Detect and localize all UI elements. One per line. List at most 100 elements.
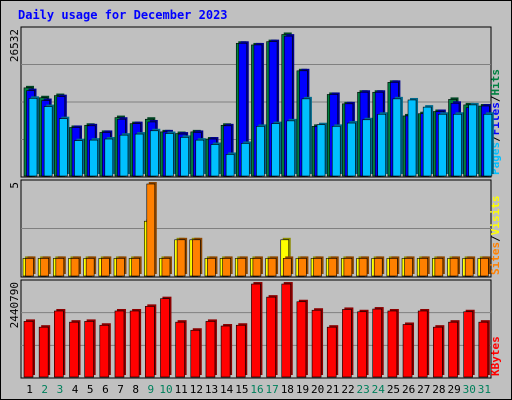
bar-kbytes-kbytes-day-5-face <box>84 321 94 378</box>
bar-requests-pages-day-29-face <box>453 113 462 177</box>
bar-visitors-sites-day-2-face <box>40 258 49 277</box>
bar-kbytes-kbytes-day-1 <box>23 319 35 378</box>
bar-kbytes-kbytes-day-28 <box>433 325 445 378</box>
x-tick-label-12: 12 <box>190 383 203 396</box>
bar-kbytes-kbytes-day-22-face <box>342 309 352 378</box>
x-tick-label-27: 27 <box>417 383 430 396</box>
bar-kbytes-kbytes-day-27-face <box>417 310 428 378</box>
x-tick-label-21: 21 <box>326 383 339 396</box>
bar-visitors-sites-day-7-face <box>116 258 125 277</box>
bar-visitors-sites-day-24-face <box>373 258 383 277</box>
bar-visitors-sites-day-8 <box>131 256 142 277</box>
panel-requests-legend-item: / <box>489 95 502 102</box>
x-tick-label-29: 29 <box>447 383 460 396</box>
bar-kbytes-kbytes-day-26-face <box>402 324 413 378</box>
bar-visitors-sites-day-18-face <box>282 258 292 277</box>
bar-visitors-sites-day-2 <box>40 256 51 277</box>
bar-kbytes-kbytes-day-21-face <box>326 326 337 378</box>
bar-requests-pages-day-29 <box>453 112 464 177</box>
chart-title: Daily usage for December 2023 <box>18 8 228 22</box>
bar-requests-pages-day-23-face <box>362 119 371 177</box>
bar-kbytes-kbytes-day-5 <box>84 319 96 378</box>
bar-requests-pages-day-2-face <box>43 106 53 177</box>
bar-visitors-sites-day-13-face <box>207 258 216 277</box>
bar-requests-pages-day-4-face <box>74 140 83 177</box>
bar-requests-pages-day-2 <box>43 104 55 177</box>
x-tick-label-24: 24 <box>372 383 386 396</box>
bar-requests-pages-day-5-face <box>89 139 98 177</box>
bar-requests-pages-day-26-face <box>407 99 417 177</box>
bar-visitors-sites-day-10 <box>161 256 172 277</box>
bar-visitors-sites-day-4-face <box>70 258 80 277</box>
bar-kbytes-kbytes-day-6-face <box>99 324 110 378</box>
bar-requests-pages-day-28 <box>438 112 449 177</box>
bar-visitors-sites-day-25-face <box>389 258 398 277</box>
panel-requests-legend-item: Hits <box>489 69 502 96</box>
bar-requests-pages-day-1-face <box>28 98 38 177</box>
bar-requests-pages-day-15-face <box>240 143 250 177</box>
bar-requests-pages-day-24 <box>377 112 388 177</box>
bar-requests-pages-day-9 <box>149 128 161 177</box>
bar-requests-pages-day-5 <box>89 138 100 177</box>
bar-kbytes-kbytes-day-1-face <box>23 321 34 378</box>
bar-requests-pages-day-30-face <box>468 104 477 177</box>
bar-requests-pages-day-17-face <box>271 123 280 177</box>
x-tick-label-25: 25 <box>387 383 400 396</box>
bar-kbytes-kbytes-day-13-face <box>205 321 216 378</box>
bar-kbytes-kbytes-day-19-face <box>296 301 307 378</box>
bar-kbytes-kbytes-day-8 <box>129 308 142 378</box>
bar-requests-pages-day-19 <box>301 96 312 177</box>
bar-requests-pages-day-14-face <box>225 154 235 177</box>
panel-kbytes-legend: KBytes <box>489 336 502 376</box>
bar-kbytes-kbytes-day-15 <box>235 323 248 378</box>
panel-requests-legend-item: / <box>489 135 502 142</box>
bar-visitors-sites-day-29-face <box>449 258 459 277</box>
x-tick-label-14: 14 <box>220 383 234 396</box>
bar-requests-pages-day-14 <box>225 152 237 177</box>
bar-kbytes-kbytes-day-25 <box>387 308 399 378</box>
bar-visitors-sites-day-10-face <box>161 258 171 277</box>
bar-kbytes-kbytes-day-26 <box>402 322 415 378</box>
bar-visitors-sites-day-1 <box>25 256 36 277</box>
bar-kbytes-kbytes-day-30-face <box>463 311 473 378</box>
bar-visitors-sites-day-11 <box>176 237 188 277</box>
bar-kbytes-kbytes-day-27 <box>417 308 430 378</box>
bar-requests-pages-day-31-face <box>483 113 493 177</box>
chart-panels: 26532Pages/Files/Hits5Sites/Visits244079… <box>8 26 502 379</box>
bar-kbytes-kbytes-day-24 <box>372 307 384 378</box>
bar-visitors-sites-day-26 <box>404 256 415 277</box>
bar-visitors-sites-day-15 <box>237 256 248 277</box>
bar-requests-pages-day-10 <box>165 131 176 177</box>
bar-visitors-sites-day-30-face <box>464 258 474 277</box>
bar-kbytes-kbytes-day-8-face <box>129 310 140 378</box>
bar-requests-pages-day-20 <box>316 122 328 177</box>
bar-visitors-sites-day-26-face <box>404 258 413 277</box>
bar-requests-pages-day-6-face <box>104 138 114 177</box>
x-tick-label-10: 10 <box>159 383 172 396</box>
bar-visitors-sites-day-22-face <box>343 258 353 277</box>
bar-requests-pages-day-18-face <box>286 120 296 177</box>
bar-requests-pages-day-10-face <box>165 133 174 177</box>
bar-kbytes-kbytes-day-19 <box>296 299 308 378</box>
panel-visitors-max-label: 5 <box>8 182 21 189</box>
bar-kbytes-kbytes-day-18-face <box>281 283 292 378</box>
bar-requests-pages-day-9-face <box>149 130 159 177</box>
bar-visitors-sites-day-22 <box>343 256 354 277</box>
bar-kbytes-kbytes-day-29 <box>448 320 460 378</box>
x-tick-label-8: 8 <box>132 383 139 396</box>
bar-visitors-sites-day-30 <box>464 256 476 277</box>
x-tick-label-16: 16 <box>250 383 263 396</box>
bar-requests-pages-day-25 <box>392 96 403 177</box>
bar-kbytes-kbytes-day-17 <box>266 295 278 378</box>
bar-kbytes-kbytes-day-29-face <box>448 321 458 378</box>
bar-kbytes-kbytes-day-21 <box>326 325 339 378</box>
bar-visitors-sites-day-28 <box>434 256 445 277</box>
bar-requests-pages-day-26 <box>407 97 419 177</box>
panel-visitors-legend-item: / <box>489 235 502 242</box>
bar-visitors-sites-day-16 <box>252 256 263 277</box>
bar-visitors-sites-day-20-face <box>313 258 322 277</box>
bar-visitors-sites-day-21 <box>328 256 339 277</box>
bar-visitors-sites-day-31 <box>480 256 491 277</box>
x-tick-label-4: 4 <box>72 383 79 396</box>
